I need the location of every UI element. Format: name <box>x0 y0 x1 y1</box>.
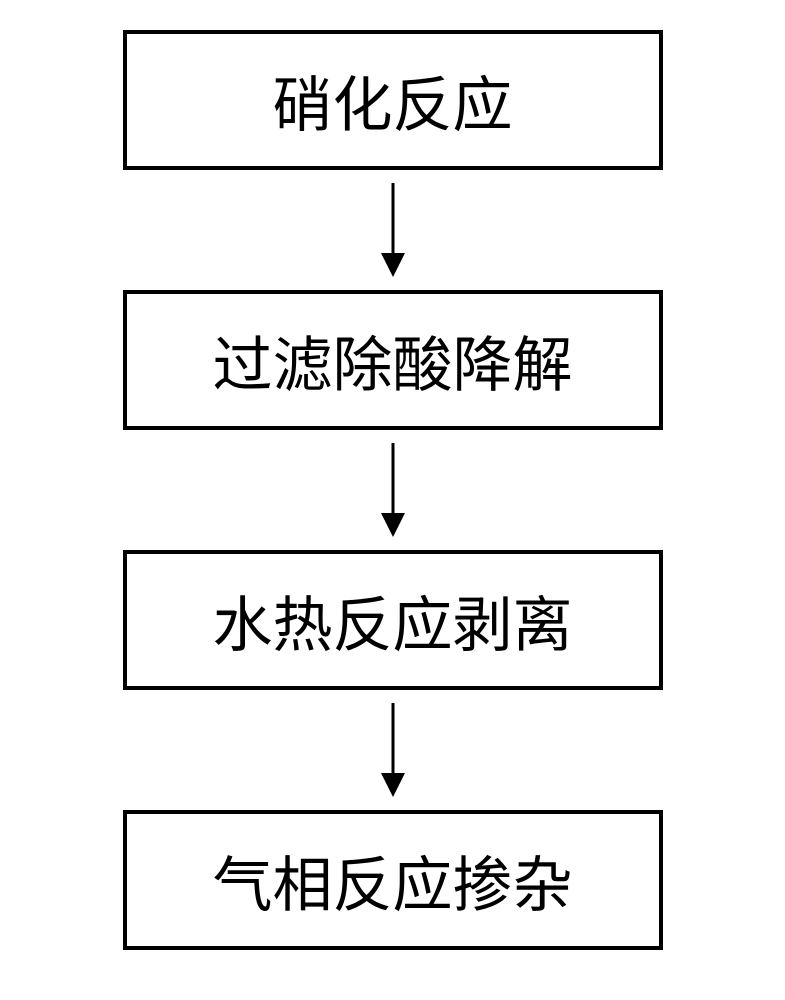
flow-step-label: 硝化反应 <box>273 57 513 144</box>
flow-arrow <box>381 430 405 550</box>
flow-step-label: 过滤除酸降解 <box>213 317 573 404</box>
flow-step-2: 过滤除酸降解 <box>123 290 663 430</box>
flow-step-1: 硝化反应 <box>123 30 663 170</box>
flow-arrow <box>381 690 405 810</box>
flow-step-4: 气相反应掺杂 <box>123 810 663 950</box>
flow-arrow <box>381 170 405 290</box>
flow-step-3: 水热反应剥离 <box>123 550 663 690</box>
flow-step-label: 气相反应掺杂 <box>213 837 573 924</box>
flow-step-label: 水热反应剥离 <box>213 577 573 664</box>
flowchart-container: 硝化反应过滤除酸降解水热反应剥离气相反应掺杂 <box>0 0 785 1000</box>
